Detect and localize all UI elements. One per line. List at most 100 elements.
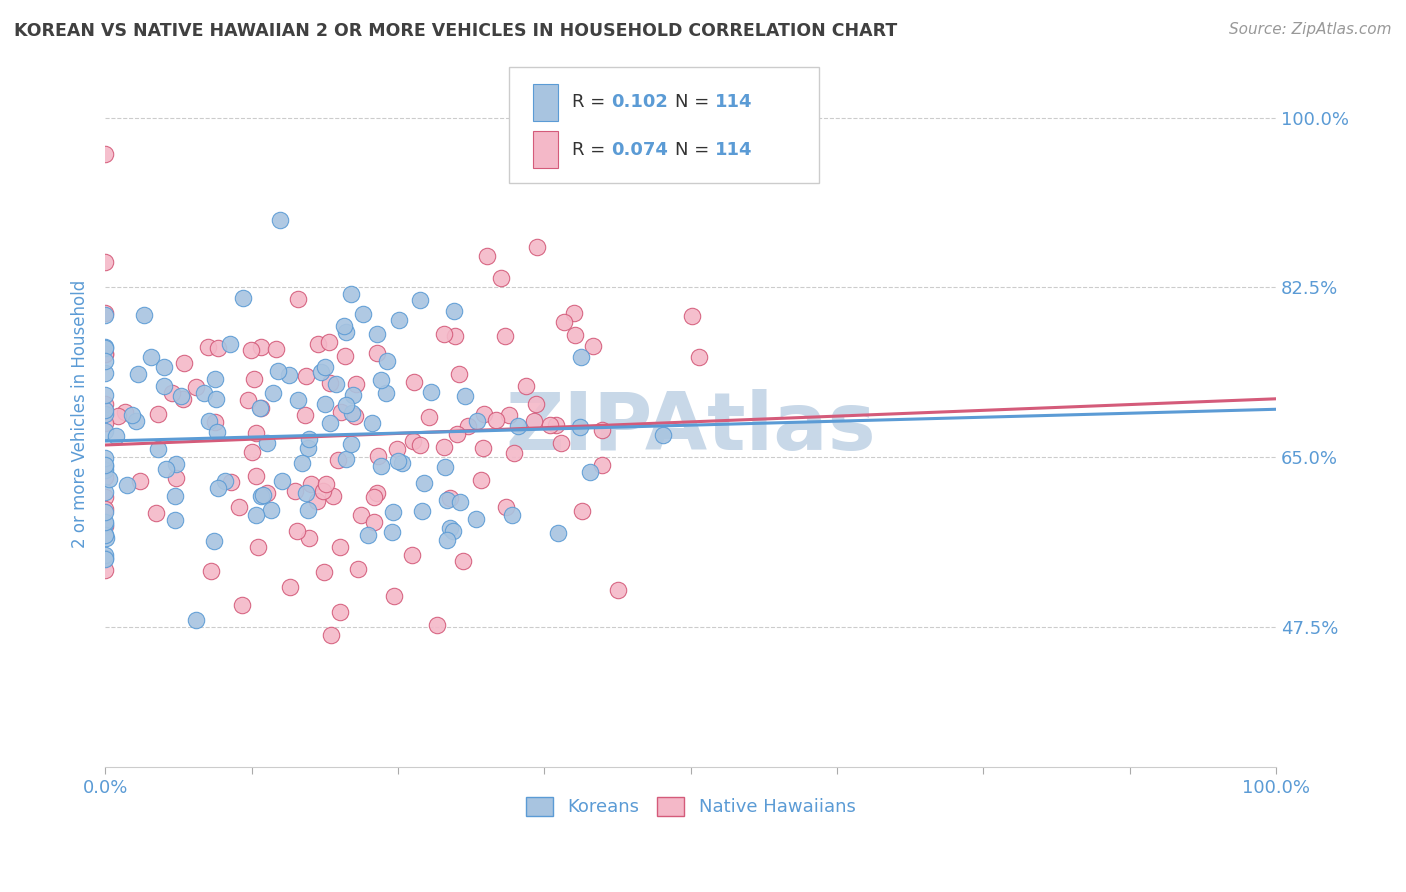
Point (94, 549, 117, 563)
Point (363, 491, 385, 505)
Point (249, 489, 271, 503)
Point (433, 326, 456, 341)
Point (197, 340, 219, 354)
Point (439, 491, 461, 505)
Point (495, 500, 517, 514)
Point (484, 413, 506, 427)
FancyBboxPatch shape (533, 131, 558, 168)
Point (412, 475, 434, 490)
Legend: Koreans, Native Hawaiians: Koreans, Native Hawaiians (516, 788, 865, 825)
Point (252, 488, 274, 502)
Point (562, 306, 585, 320)
Point (231, 598, 253, 612)
Point (375, 386, 398, 401)
Point (94, 552, 117, 566)
Point (426, 618, 449, 632)
Point (240, 343, 263, 357)
Point (298, 531, 321, 545)
Point (474, 407, 496, 421)
Point (591, 423, 613, 437)
Point (370, 458, 392, 473)
Point (94, 354, 117, 368)
Point (335, 451, 357, 466)
Point (256, 486, 278, 500)
Point (436, 533, 458, 547)
Point (141, 350, 163, 364)
Point (402, 375, 425, 389)
Point (94, 347, 117, 361)
Point (228, 500, 250, 514)
Point (322, 489, 344, 503)
Point (314, 565, 336, 579)
Point (382, 589, 405, 603)
Point (153, 360, 176, 375)
Point (94, 424, 117, 438)
Point (314, 397, 336, 411)
Text: 114: 114 (716, 141, 752, 159)
Point (503, 446, 526, 460)
Point (240, 445, 263, 459)
Point (94, 407, 117, 421)
Point (439, 521, 461, 535)
Point (312, 484, 335, 499)
Point (571, 504, 593, 518)
Point (526, 240, 548, 254)
Point (342, 388, 364, 402)
Point (352, 307, 374, 321)
Point (107, 409, 129, 423)
Point (319, 628, 342, 642)
Text: KOREAN VS NATIVE HAWAIIAN 2 OR MORE VEHICLES IN HOUSEHOLD CORRELATION CHART: KOREAN VS NATIVE HAWAIIAN 2 OR MORE VEHI… (14, 22, 897, 40)
Point (94, 528, 117, 542)
Point (94, 341, 117, 355)
Text: 0.074: 0.074 (612, 141, 668, 159)
Point (538, 417, 561, 432)
Point (470, 473, 492, 487)
Point (382, 505, 405, 519)
Point (170, 389, 193, 403)
Point (339, 286, 361, 301)
Point (607, 583, 630, 598)
Point (297, 502, 319, 516)
Point (184, 613, 207, 627)
Point (146, 407, 169, 421)
Point (314, 359, 336, 374)
Point (387, 453, 409, 467)
Point (94, 516, 117, 530)
Point (335, 325, 357, 339)
Point (134, 308, 156, 322)
Point (96, 531, 118, 545)
Point (443, 304, 465, 318)
Point (547, 525, 569, 540)
Point (249, 401, 271, 416)
Point (299, 477, 322, 491)
Point (94, 458, 117, 472)
Point (444, 328, 467, 343)
Point (582, 339, 605, 353)
Point (366, 486, 388, 500)
Point (498, 408, 520, 422)
Point (204, 372, 226, 386)
Point (162, 385, 184, 400)
Point (97, 472, 120, 486)
Point (186, 380, 208, 394)
Point (475, 249, 498, 263)
Point (465, 414, 488, 428)
Point (491, 271, 513, 285)
Point (350, 508, 373, 522)
Point (94, 403, 117, 417)
Point (148, 442, 170, 456)
Text: Source: ZipAtlas.com: Source: ZipAtlas.com (1229, 22, 1392, 37)
Point (441, 524, 464, 539)
Point (94, 519, 117, 533)
Text: R =: R = (572, 94, 612, 112)
Point (298, 432, 321, 446)
Point (385, 442, 408, 457)
Point (242, 372, 264, 386)
Point (204, 415, 226, 429)
Point (207, 481, 229, 495)
Point (94, 387, 117, 401)
Point (494, 329, 516, 343)
Point (501, 508, 523, 523)
Point (152, 379, 174, 393)
Text: N =: N = (675, 94, 716, 112)
